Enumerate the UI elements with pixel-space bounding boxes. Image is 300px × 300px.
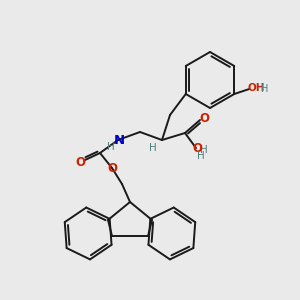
Text: OH: OH (248, 83, 265, 93)
Text: H: H (149, 143, 157, 153)
Text: O: O (75, 157, 85, 169)
Text: H: H (261, 84, 268, 94)
Text: H: H (200, 145, 208, 155)
Text: N: N (113, 134, 124, 146)
Text: O: O (199, 112, 209, 124)
Text: H: H (197, 151, 205, 161)
Text: O: O (192, 142, 202, 155)
Text: O: O (107, 161, 117, 175)
Text: H: H (107, 142, 115, 152)
